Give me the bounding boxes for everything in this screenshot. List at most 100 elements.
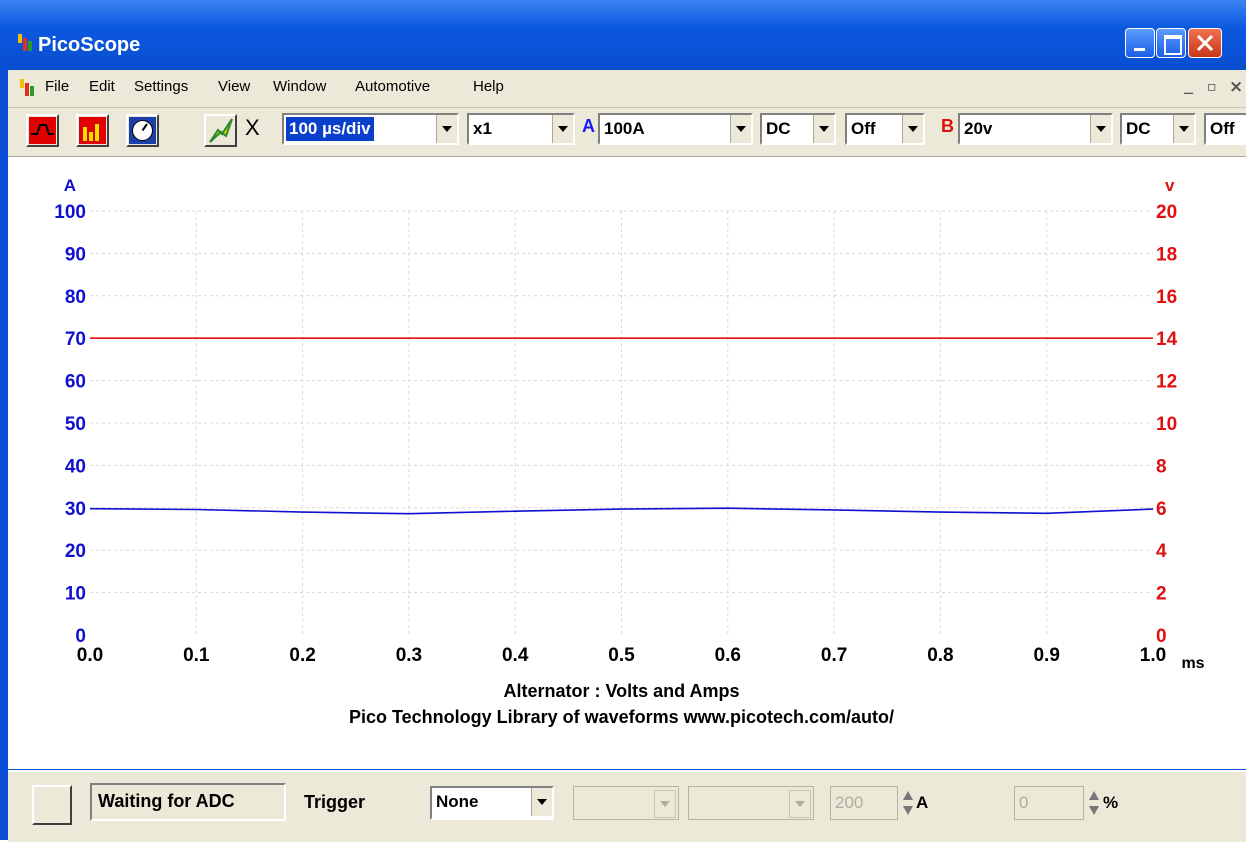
- scope-view-button[interactable]: [26, 114, 59, 147]
- chevron-down-icon[interactable]: [1173, 115, 1194, 143]
- menu-help[interactable]: Help: [473, 78, 504, 95]
- channel-b-coupling-select[interactable]: DC: [1120, 113, 1196, 145]
- x-multiplier-label: X: [245, 115, 260, 140]
- multiplier-select[interactable]: x1: [467, 113, 575, 145]
- toolbar: X 100 µs/div x1 A 100A DC Off B 20v DC: [8, 108, 1246, 157]
- multiplier-value: x1: [473, 119, 492, 138]
- percent-unit: %: [1103, 793, 1119, 812]
- trigger-threshold-input[interactable]: 200: [830, 786, 898, 820]
- channel-a-coupling-select[interactable]: DC: [760, 113, 836, 145]
- status-bar: Waiting for ADC Trigger None 200 A 0 %: [8, 770, 1246, 842]
- y-right-tick-label: 18: [1156, 244, 1177, 265]
- threshold-unit: A: [916, 793, 929, 812]
- y-right-tick-label: 14: [1156, 329, 1178, 350]
- plot-area[interactable]: A 0 10 20 30 40 50 60 70 80 90 100 v 0 2 4 6 8 10 12 14 16 18 2…: [8, 157, 1246, 769]
- y-right-tick-label: 0: [1156, 626, 1167, 647]
- x-tick-label: 0.4: [502, 645, 529, 666]
- doc-restore-button[interactable]: ▫: [1207, 79, 1217, 95]
- x-tick-label: 0.8: [927, 645, 953, 666]
- chevron-down-icon[interactable]: [552, 115, 573, 143]
- y-left-unit-label: A: [64, 176, 76, 195]
- y-right-tick-label: 16: [1156, 287, 1177, 308]
- menu-automotive[interactable]: Automotive: [355, 78, 431, 95]
- y-left-tick-label: 50: [65, 414, 86, 435]
- app-logo-icon: [18, 34, 32, 51]
- doc-minimize-button[interactable]: _: [1184, 74, 1193, 95]
- channel-b-label: B: [941, 116, 954, 136]
- trigger-edge-select[interactable]: [688, 786, 814, 820]
- y-left-tick-label: 30: [65, 499, 86, 520]
- menu-window[interactable]: Window: [273, 78, 327, 95]
- maximize-button[interactable]: [1156, 28, 1186, 58]
- x-tick-label: 0.5: [608, 645, 635, 666]
- meter-view-button[interactable]: [126, 114, 159, 147]
- y-left-tick-label: 10: [65, 584, 86, 605]
- trigger-select[interactable]: None: [430, 786, 554, 820]
- trigger-label: Trigger: [304, 792, 366, 812]
- y-right-tick-label: 8: [1156, 456, 1167, 477]
- close-button[interactable]: [1188, 28, 1222, 58]
- minimize-icon: [1134, 48, 1145, 51]
- x-tick-label: 0.0: [77, 645, 103, 666]
- run-stop-button[interactable]: [32, 785, 72, 825]
- y-left-tick-label: 80: [65, 287, 86, 308]
- chevron-down-icon[interactable]: [531, 788, 552, 816]
- spectrum-view-button[interactable]: [76, 114, 109, 147]
- percent-spinner-icon[interactable]: [1087, 787, 1101, 819]
- chevron-down-icon: [789, 790, 811, 818]
- chevron-down-icon[interactable]: [813, 115, 834, 143]
- lightning-icon: [209, 118, 233, 143]
- x-tick-label: 0.2: [289, 645, 315, 666]
- minimize-button[interactable]: [1125, 28, 1155, 58]
- doc-close-button[interactable]: ×: [1229, 77, 1244, 97]
- channel-a-offset-select[interactable]: Off: [845, 113, 925, 145]
- threshold-spinner-icon[interactable]: [901, 787, 915, 819]
- status-text: Waiting for ADC: [98, 791, 235, 811]
- trigger-mode-button[interactable]: [204, 114, 237, 147]
- chevron-down-icon: [654, 790, 676, 818]
- chevron-down-icon[interactable]: [730, 115, 751, 143]
- channel-a-label: A: [582, 116, 595, 136]
- window-title: PicoScope: [38, 34, 141, 56]
- x-tick-label: 1.0: [1140, 645, 1166, 666]
- menu-settings[interactable]: Settings: [134, 78, 189, 95]
- x-unit-label: ms: [1181, 655, 1204, 672]
- channel-a-coupling-value: DC: [766, 119, 791, 138]
- menu-edit[interactable]: Edit: [89, 78, 115, 95]
- maximize-icon: [1164, 35, 1182, 55]
- channel-b-range-value: 20v: [964, 119, 993, 138]
- channel-a-range-select[interactable]: 100A: [598, 113, 753, 145]
- channel-b-offset-value: Off: [1210, 119, 1235, 138]
- scope-chart[interactable]: A 0 10 20 30 40 50 60 70 80 90 100 v 0 2 4 6 8 10 12 14 16 18 2…: [8, 157, 1246, 769]
- y-right-tick-label: 2: [1156, 584, 1167, 605]
- channel-b-coupling-value: DC: [1126, 119, 1151, 138]
- chart-title: Alternator : Volts and Amps: [503, 681, 739, 701]
- trigger-channel-select[interactable]: [573, 786, 679, 820]
- x-tick-label: 0.3: [396, 645, 422, 666]
- y-right-tick-label: 20: [1156, 202, 1177, 223]
- y-left-tick-label: 40: [65, 456, 86, 477]
- channel-b-range-select[interactable]: 20v: [958, 113, 1113, 145]
- percent-value: 0: [1019, 793, 1029, 812]
- menu-bar: File Edit Settings View Window Automotiv…: [8, 70, 1246, 108]
- menu-file[interactable]: File: [45, 78, 70, 95]
- menu-view[interactable]: View: [218, 78, 251, 95]
- timebase-select[interactable]: 100 µs/div: [282, 113, 459, 145]
- pretrigger-percent-input[interactable]: 0: [1014, 786, 1084, 820]
- chevron-down-icon[interactable]: [902, 115, 923, 143]
- close-icon: [1196, 34, 1214, 52]
- chart-subtitle: Pico Technology Library of waveforms www…: [349, 707, 894, 727]
- y-right-tick-label: 12: [1156, 372, 1177, 393]
- x-tick-label: 0.7: [821, 645, 847, 666]
- y-left-tick-label: 100: [54, 202, 86, 223]
- scope-waveform-icon: [29, 117, 56, 144]
- y-left-tick-label: 60: [65, 372, 86, 393]
- chevron-down-icon[interactable]: [1090, 115, 1111, 143]
- title-bar[interactable]: PicoScope: [0, 0, 1246, 70]
- spectrum-bars-icon: [79, 117, 106, 144]
- y-right-tick-label: 10: [1156, 414, 1177, 435]
- y-left-tick-label: 70: [65, 329, 86, 350]
- chevron-down-icon[interactable]: [436, 115, 457, 143]
- meter-dial-icon: [129, 117, 156, 144]
- channel-b-offset-select[interactable]: Off: [1204, 113, 1246, 145]
